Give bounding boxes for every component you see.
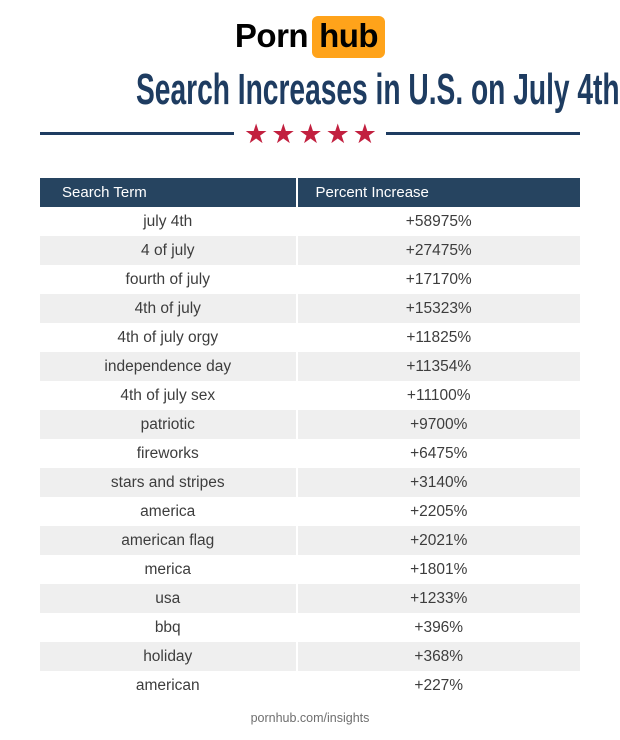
search-increase-table: Search Term Percent Increase july 4th +5… [40, 177, 580, 700]
table-row: stars and stripes +3140% [40, 467, 580, 497]
search-term-cell: bbq [154, 618, 181, 636]
table-header-row: Search Term Percent Increase [40, 177, 580, 207]
percent-increase-cell: +17170% [295, 264, 580, 294]
table-row: fourth of july +17170% [40, 264, 580, 294]
table-row: 4 of july +27475% [40, 235, 580, 265]
footer-url: pornhub.com/insights [250, 710, 370, 725]
search-term-cell: america [140, 502, 196, 520]
percent-increase-cell: +11825% [295, 322, 580, 352]
table-row: fireworks +6475% [40, 438, 580, 468]
percent-increase-cell: +1233% [295, 583, 580, 613]
table-row: merica +1801% [40, 554, 580, 584]
percent-increase-cell: +11354% [295, 351, 580, 381]
percent-increase-cell: +58975% [295, 206, 580, 236]
percent-increase-cell: +227% [295, 670, 580, 700]
search-term-cell: stars and stripes [110, 473, 225, 491]
column-header-percent-increase: Percent Increase [295, 177, 580, 207]
percent-increase-cell: +9700% [295, 409, 580, 439]
column-header-search-term: Search Term [40, 177, 297, 207]
search-term-cell: usa [155, 589, 181, 607]
search-term-cell: american flag [121, 531, 215, 549]
percent-increase-cell: +15323% [295, 293, 580, 323]
search-term-cell: american [135, 676, 200, 694]
search-term-cell: independence day [104, 357, 232, 375]
table-row: 4th of july orgy +11825% [40, 322, 580, 352]
search-term-cell: 4 of july [141, 241, 195, 259]
table-row: july 4th +58975% [40, 206, 580, 236]
search-term-cell: 4th of july orgy [117, 328, 219, 346]
table-row: patriotic +9700% [40, 409, 580, 439]
search-term-cell: 4th of july [134, 299, 201, 317]
percent-increase-cell: +396% [295, 612, 580, 642]
stars-icon: ★★★★★ [243, 118, 381, 149]
table-row: holiday +368% [40, 641, 580, 671]
search-term-cell: holiday [143, 647, 193, 665]
search-term-cell: patriotic [140, 415, 195, 433]
search-term-cell: 4th of july sex [120, 386, 216, 404]
divider-line-right [386, 132, 580, 136]
percent-increase-cell: +2205% [295, 496, 580, 526]
percent-increase-cell: +1801% [295, 554, 580, 584]
table-row: independence day +11354% [40, 351, 580, 381]
percent-increase-cell: +11100% [295, 380, 580, 410]
logo-hub-badge: hub [312, 16, 386, 58]
percent-increase-cell: +27475% [295, 235, 580, 265]
divider-line-left [40, 132, 234, 136]
search-term-cell: fourth of july [125, 270, 210, 288]
search-term-cell: july 4th [143, 212, 193, 230]
star-divider: ★★★★★ [40, 120, 580, 148]
logo-porn-text: Porn [234, 17, 309, 54]
table-row: american flag +2021% [40, 525, 580, 555]
page-title: Search Increases in U.S. on July 4th [136, 65, 620, 114]
table-row: american +227% [40, 670, 580, 700]
table-row: usa +1233% [40, 583, 580, 613]
pornhub-logo: Porn hub [0, 16, 620, 58]
search-term-cell: fireworks [136, 444, 199, 462]
percent-increase-cell: +3140% [295, 467, 580, 497]
percent-increase-cell: +2021% [295, 525, 580, 555]
percent-increase-cell: +6475% [295, 438, 580, 468]
table-row: 4th of july sex +11100% [40, 380, 580, 410]
table-row: bbq +396% [40, 612, 580, 642]
table-row: america +2205% [40, 496, 580, 526]
table-row: 4th of july +15323% [40, 293, 580, 323]
percent-increase-cell: +368% [295, 641, 580, 671]
search-term-cell: merica [144, 560, 191, 578]
